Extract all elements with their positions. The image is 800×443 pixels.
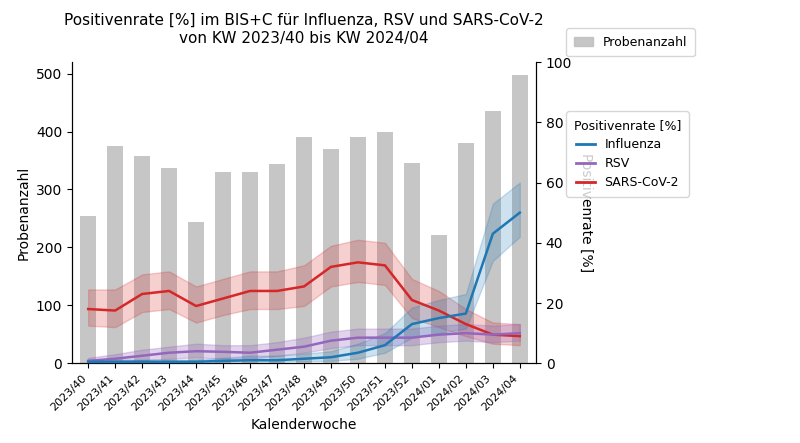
Bar (512, 75, 528, 363)
Bar (430, 235, 447, 363)
Bar (188, 222, 204, 363)
Bar (107, 146, 123, 363)
Bar (404, 163, 420, 363)
Bar (377, 132, 393, 363)
X-axis label: Kalenderwoche: Kalenderwoche (251, 418, 357, 432)
Bar (215, 172, 231, 363)
Legend: Influenza, RSV, SARS-CoV-2: Influenza, RSV, SARS-CoV-2 (566, 111, 689, 197)
Bar (296, 137, 312, 363)
Bar (80, 216, 96, 363)
Bar (269, 164, 285, 363)
Bar (458, 143, 474, 363)
Y-axis label: Positivenrate [%]: Positivenrate [%] (579, 153, 593, 272)
Bar (161, 168, 178, 363)
Text: Positivenrate [%] im BIS+C für Influenza, RSV und SARS-CoV-2
von KW 2023/40 bis : Positivenrate [%] im BIS+C für Influenza… (64, 13, 544, 46)
Bar (242, 172, 258, 363)
Bar (134, 156, 150, 363)
Bar (485, 111, 501, 363)
Bar (350, 137, 366, 363)
Y-axis label: Probenanzahl: Probenanzahl (16, 166, 30, 260)
Bar (323, 149, 339, 363)
